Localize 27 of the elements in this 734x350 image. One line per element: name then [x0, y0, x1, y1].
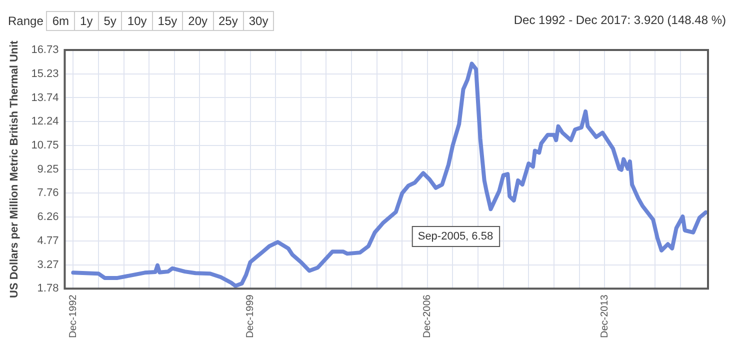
- text: 30y: [242, 11, 274, 31]
- text: 15y: [152, 11, 184, 31]
- y-tick-label: 10.75: [31, 139, 59, 152]
- annotation: Sep-2005, 6.58: [418, 230, 494, 243]
- y-tick-label: 13.74: [31, 92, 59, 104]
- chart-subtitle: Dec 1992 - Dec 2017: 3.920 (148.48 %): [514, 13, 726, 27]
- y-tick-label: 16.73: [31, 44, 59, 56]
- y-axis-title: US Dollars per Million Metric British Thermal Unit: [8, 40, 21, 298]
- y-tick-label: 6.26: [37, 211, 59, 224]
- text: 1y: [74, 11, 99, 31]
- text: 10y: [121, 11, 153, 31]
- y-tick-label: 7.76: [37, 187, 59, 200]
- y-tick-label: 4.77: [37, 234, 59, 247]
- x-tick-label: Dec-1999: [245, 294, 256, 338]
- x-tick-label: Dec-2013: [599, 294, 610, 338]
- y-tick-label: 3.27: [37, 258, 59, 271]
- text: 25y: [212, 11, 244, 31]
- y-tick-label: 9.25: [37, 163, 59, 176]
- text: 20y: [182, 11, 214, 31]
- text: Range: [8, 14, 44, 28]
- text: 5y: [98, 11, 122, 31]
- x-tick-label: Dec-2006: [422, 294, 434, 338]
- y-tick-label: 1.78: [37, 282, 59, 295]
- y-tick-label: 15.23: [31, 68, 59, 80]
- y-tick-label: 12.24: [31, 116, 59, 128]
- text: 6m: [46, 11, 76, 31]
- x-tick-label: Dec-1992: [68, 294, 79, 338]
